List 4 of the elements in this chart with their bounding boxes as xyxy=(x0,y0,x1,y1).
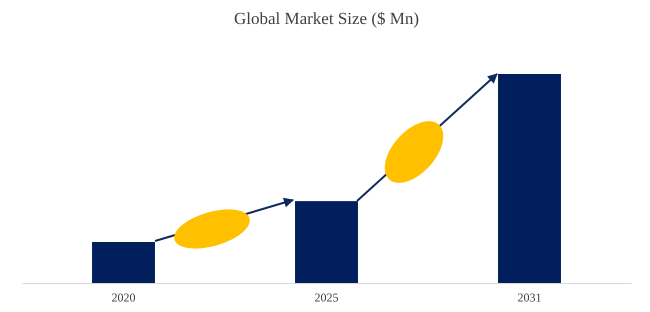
x-tick-label: 2031 xyxy=(518,290,542,304)
x-tick-label: 2020 xyxy=(112,290,136,304)
chart-title: Global Market Size ($ Mn) xyxy=(234,9,420,28)
x-tick-label: 2025 xyxy=(314,290,338,304)
